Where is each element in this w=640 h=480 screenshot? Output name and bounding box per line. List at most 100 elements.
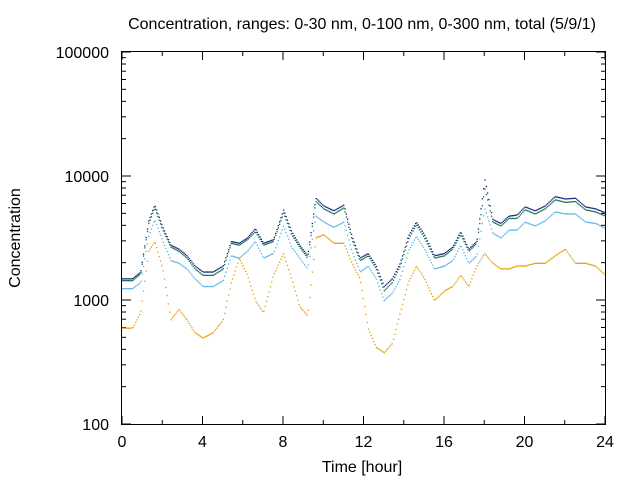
data-point: [330, 208, 332, 210]
data-point: [263, 242, 265, 244]
data-point: [412, 242, 414, 244]
data-point: [302, 309, 304, 312]
data-point: [294, 290, 296, 292]
data-point: [231, 278, 234, 280]
data-point: [307, 250, 310, 253]
data-point: [538, 262, 540, 264]
data-point: [370, 257, 372, 259]
data-point: [490, 261, 493, 263]
data-point: [281, 213, 283, 215]
data-point: [595, 223, 597, 225]
data-point: [137, 275, 139, 277]
data-point: [316, 236, 319, 238]
data-point: [548, 201, 550, 204]
data-point: [455, 253, 457, 255]
data-point: [552, 201, 554, 203]
data-point: [481, 222, 483, 225]
data-point: [174, 261, 176, 263]
data-point: [377, 347, 379, 349]
data-point: [125, 288, 128, 290]
data-point: [195, 266, 197, 268]
data-point: [388, 284, 391, 287]
data-point: [142, 290, 145, 292]
data-point: [256, 234, 258, 236]
data-point: [344, 208, 346, 210]
data-point: [200, 336, 202, 338]
data-point: [154, 205, 156, 208]
data-point: [178, 308, 180, 311]
data-point: [456, 250, 459, 252]
data-point: [245, 252, 247, 254]
data-point: [555, 211, 557, 213]
data-point: [344, 245, 346, 247]
data-point: [301, 249, 303, 251]
data-point: [518, 215, 520, 218]
data-point: [464, 281, 466, 283]
data-point: [237, 257, 239, 259]
data-point: [203, 337, 205, 339]
data-point: [123, 280, 125, 282]
data-point: [476, 265, 478, 267]
data-point: [483, 215, 485, 217]
data-point: [136, 319, 138, 321]
data-point: [600, 213, 603, 215]
data-point: [341, 242, 344, 244]
data-point: [387, 296, 389, 298]
data-point: [364, 268, 366, 270]
data-point: [505, 232, 507, 234]
data-point: [415, 267, 417, 269]
data-point: [395, 285, 397, 288]
data-point: [437, 296, 439, 299]
data-point: [484, 188, 486, 190]
data-point: [527, 207, 529, 209]
data-point: [220, 322, 222, 324]
data-point: [506, 217, 508, 219]
data-point: [394, 276, 396, 279]
data-point: [450, 286, 452, 289]
data-point: [331, 209, 333, 211]
data-point: [586, 263, 588, 265]
data-point: [541, 262, 544, 264]
data-point: [337, 207, 340, 209]
data-point: [455, 281, 457, 283]
data-point: [494, 234, 497, 236]
data-point: [530, 263, 532, 266]
data-point: [193, 264, 196, 267]
data-point: [335, 225, 337, 227]
data-point: [517, 213, 519, 216]
data-point: [598, 268, 600, 270]
series-4-points: [122, 179, 606, 288]
data-point: [449, 251, 451, 253]
data-point: [398, 266, 400, 268]
data-point: [387, 347, 389, 349]
data-point: [442, 265, 444, 268]
data-point: [435, 254, 438, 256]
data-point: [468, 248, 470, 250]
data-point: [396, 283, 398, 285]
data-point: [578, 204, 580, 206]
data-point: [552, 213, 554, 215]
data-point: [434, 268, 436, 270]
data-point: [133, 276, 136, 278]
data-point: [428, 242, 430, 245]
data-point: [472, 258, 474, 260]
data-point: [269, 254, 272, 256]
data-point: [511, 229, 514, 231]
data-point: [366, 253, 368, 255]
data-point: [401, 303, 404, 305]
data-point: [589, 210, 591, 212]
data-point: [458, 277, 460, 279]
data-point: [573, 201, 575, 203]
data-point: [403, 298, 405, 301]
data-point: [209, 274, 211, 276]
data-point: [400, 308, 402, 310]
data-point: [513, 266, 515, 268]
data-point: [583, 208, 586, 210]
data-point: [137, 273, 139, 275]
data-point: [578, 216, 580, 218]
data-point: [135, 285, 137, 287]
data-point: [220, 266, 222, 269]
data-point: [327, 210, 329, 212]
data-point: [551, 199, 553, 201]
data-point: [217, 283, 219, 285]
